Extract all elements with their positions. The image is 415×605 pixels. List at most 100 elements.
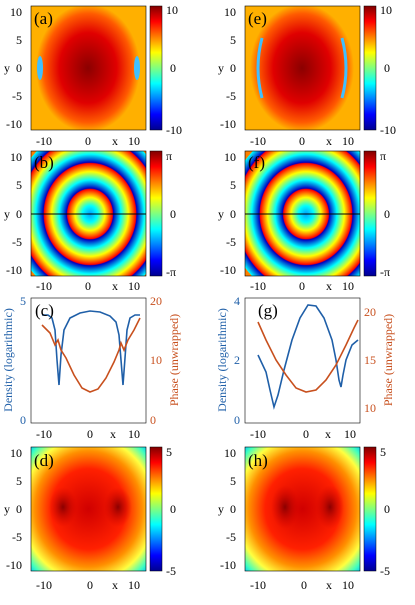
ytick: 0: [16, 61, 22, 75]
colorbar-tick: -10: [166, 123, 182, 137]
x-axis-label: x: [112, 134, 118, 148]
colorbar-tick: 5: [380, 445, 386, 459]
xtick: -10: [250, 427, 266, 441]
colorbar-tick: 5: [166, 445, 172, 459]
xtick: -10: [250, 134, 266, 148]
panel-label-a: (a): [34, 9, 53, 28]
xtick: -10: [36, 279, 52, 293]
panel-label-c: (c): [35, 301, 54, 320]
ytick-right: 20: [150, 294, 162, 308]
ytick: 0: [230, 502, 236, 516]
xtick: 10: [342, 279, 354, 293]
xtick: -10: [36, 578, 52, 592]
ytick: 10: [224, 150, 236, 164]
ytick: 10: [10, 446, 22, 460]
colorbar: [363, 446, 377, 572]
xtick: -10: [250, 578, 266, 592]
colorbar-tick: -5: [166, 564, 176, 578]
x-axis-label: x: [112, 279, 118, 293]
xtick: 0: [301, 578, 307, 592]
ytick-right: 0: [150, 413, 156, 427]
xtick: -10: [36, 134, 52, 148]
y-axis-label: y: [4, 61, 10, 75]
panel-a: (a) 10 5 0 -5 -10 y -10 0 10 x 10 0 -10: [4, 3, 182, 148]
xtick: 0: [303, 427, 309, 441]
ytick: 5: [230, 474, 236, 488]
xtick: 0: [87, 578, 93, 592]
colorbar-tick: 10: [166, 3, 178, 17]
ytick: -10: [220, 263, 236, 277]
ytick: 10: [224, 5, 236, 19]
xtick: 0: [85, 279, 91, 293]
density-curve: [257, 304, 359, 410]
ytick: 5: [230, 33, 236, 47]
ytick: 0: [16, 502, 22, 516]
xtick: -10: [250, 279, 266, 293]
x-axis-label: x: [326, 279, 332, 293]
ytick-left: 5: [20, 294, 26, 308]
colorbar-tick: -10: [380, 123, 396, 137]
ytick-left: 0: [20, 413, 26, 427]
xtick: -10: [36, 427, 52, 441]
xtick: 10: [128, 427, 140, 441]
colorbar: [149, 150, 163, 277]
phase-curve: [257, 319, 359, 393]
ytick: 5: [230, 178, 236, 192]
colorbar-tick: 10: [380, 3, 392, 17]
ytick: -5: [12, 235, 22, 249]
ytick: 10: [10, 150, 22, 164]
panel-label-h: (h): [248, 451, 268, 470]
xtick: 10: [342, 134, 354, 148]
panel-label-e: (e): [248, 9, 267, 28]
ytick-right: 15: [364, 353, 376, 367]
x-axis-label: x: [112, 578, 118, 592]
ytick: -5: [12, 530, 22, 544]
y-axis-label: y: [218, 207, 224, 221]
colorbar-tick: π: [166, 149, 172, 163]
panel-label-b: (b): [34, 153, 54, 172]
colorbar: [149, 5, 163, 131]
panel-b: (b) 10 5 0 -5 -10 y -10 0 10 x π 0 -π: [4, 149, 176, 293]
colorbar-tick: -π: [380, 265, 390, 279]
xtick: 10: [342, 578, 354, 592]
x-axis-label: x: [110, 427, 116, 441]
ytick-right: 10: [150, 353, 162, 367]
ytick: 10: [224, 446, 236, 460]
ytick: 0: [16, 207, 22, 221]
ytick: -10: [6, 117, 22, 131]
ytick: -10: [6, 263, 22, 277]
y-axis-label-left: Density (logarithmic): [215, 308, 229, 412]
xtick: 10: [128, 279, 140, 293]
colorbar-tick: 0: [170, 61, 176, 75]
phase-curve: [41, 317, 141, 393]
y-axis-label-right: Phase (unwrapped): [381, 314, 395, 406]
ytick: -10: [220, 558, 236, 572]
ytick-right: 20: [364, 305, 376, 319]
panel-f: (f) 10 5 0 -5 -10 y -10 0 10 x π 0 -π: [218, 149, 390, 293]
panel-h: (h) 10 5 0 -5 -10 y -10 0 10 x 5 0 -5: [218, 445, 390, 592]
y-axis-label: y: [218, 502, 224, 516]
y-axis-label-right: Phase (unwrapped): [167, 314, 181, 406]
ytick: -5: [226, 235, 236, 249]
x-axis-label: x: [326, 578, 332, 592]
y-axis-label-left: Density (logarithmic): [1, 308, 15, 412]
panel-label-d: (d): [34, 451, 54, 470]
panel-d: (d) 10 5 0 -5 -10 y -10 0 10 x 5 0 -5: [4, 445, 176, 592]
ytick: -10: [220, 117, 236, 131]
y-axis-label: y: [4, 207, 10, 221]
xtick: 10: [128, 134, 140, 148]
colorbar-tick: 0: [384, 502, 390, 516]
panel-g: (g) 4 2 0 20 15 10 Density (logarithmic)…: [215, 294, 395, 441]
ytick: 5: [16, 178, 22, 192]
xtick: 10: [128, 578, 140, 592]
ytick: 0: [230, 61, 236, 75]
colorbar-tick: 0: [170, 207, 176, 221]
panel-e: (e) 10 5 0 -5 -10 y -10 0 10 x 10 0 -10: [218, 3, 396, 148]
ytick: 5: [16, 474, 22, 488]
ytick-left: 2: [234, 353, 240, 367]
ytick: -5: [226, 530, 236, 544]
colorbar-tick: 0: [384, 61, 390, 75]
ytick: -5: [226, 89, 236, 103]
ytick: 5: [16, 33, 22, 47]
